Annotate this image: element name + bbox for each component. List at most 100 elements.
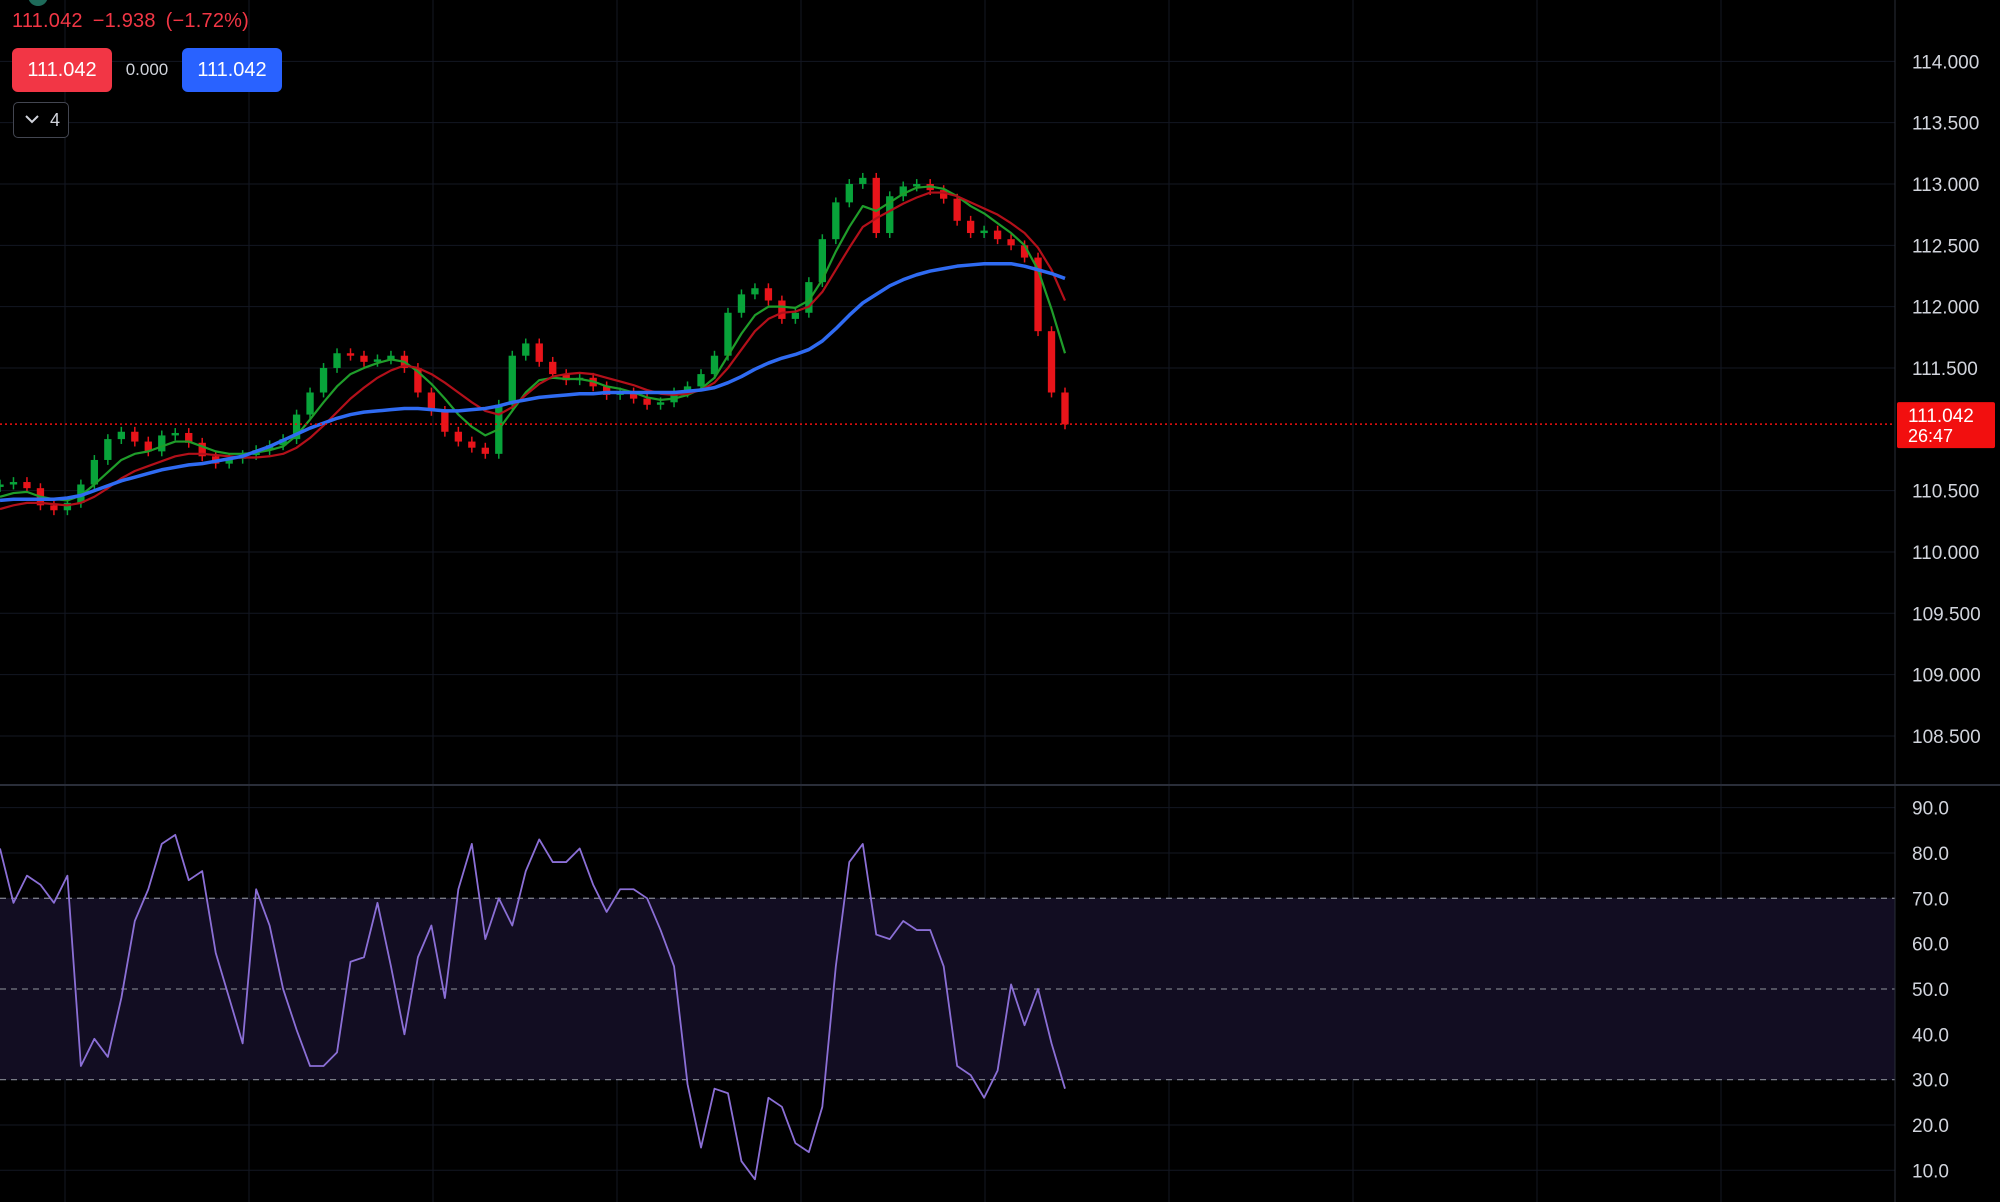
price-tick-label: 112.500 [1912,236,1979,257]
candle-body [1020,245,1029,258]
sell-button[interactable]: 111.042 [12,48,112,92]
candle-body [778,300,786,319]
rsi-tick-label: 70.0 [1912,889,1949,910]
candle-body [90,459,99,485]
price-tick-label: 109.500 [1912,604,1981,625]
candle-body [818,239,827,283]
candle-body [373,359,382,362]
candle-body [131,431,139,442]
candle-body [805,282,813,313]
price-tick-label: 108.500 [1912,727,1981,748]
candle-body [549,361,557,375]
price-tick-label: 113.000 [1912,175,1979,196]
candle-body [602,386,611,395]
price-tick-label: 112.000 [1912,298,1979,319]
candle-body [656,402,665,405]
rsi-tick-label: 60.0 [1912,935,1949,956]
price-tick-label: 111.500 [1912,359,1978,380]
rsi-tick-label: 90.0 [1912,799,1949,820]
candle-body [319,367,328,393]
candle-body [845,183,853,203]
candle-body [562,374,570,381]
candle-body [859,177,867,184]
candle-body [306,392,314,415]
candle-body [185,432,193,443]
candle-body [23,482,31,489]
price-tick-label: 110.500 [1912,482,1979,503]
candle-body [940,190,948,199]
rsi-tick-label: 20.0 [1912,1116,1949,1137]
rsi-tick-label: 80.0 [1912,844,1949,865]
candle-body [360,355,368,362]
candle-body [643,398,651,405]
candle-body [1047,331,1056,393]
rsi-line [0,833,1066,1181]
candle-body [1007,239,1015,246]
rsi-tick-label: 50.0 [1912,980,1949,1001]
last-price-value: 111.042 [1908,406,1974,427]
price-tick-label: 110.000 [1912,543,1979,564]
candle-body [63,502,72,511]
candle-body [1061,392,1069,425]
candle-body [966,220,975,234]
price-tick-label: 113.500 [1912,114,1979,135]
candle-body [764,288,773,301]
candle-body [50,505,58,511]
last-price-label [1897,402,1995,449]
candle-body [697,374,705,387]
candle-body [872,177,880,234]
chevron-down-icon [24,103,40,150]
header-change-pct: (−1.72%) [165,10,249,32]
candle-body [117,431,125,440]
candle-body [993,230,1002,240]
candle-body [953,198,961,221]
ma-blue-line [0,261,1066,503]
candle-body [629,392,638,399]
spread-value: 0.000 [125,60,169,79]
candle-body [886,196,894,234]
candle-body [9,482,18,485]
candle-body [0,484,4,487]
candle-body [899,186,907,197]
candle-body [791,312,800,319]
price-header: 111.042 −1.938 (−1.72%) [12,10,259,33]
candle-body [683,386,692,393]
candle-body [980,230,988,234]
candle-body [144,441,152,452]
candle-body [333,353,341,368]
ma-green-line [0,185,1067,502]
rsi-tick-label: 30.0 [1912,1071,1949,1092]
candle-body [535,343,543,362]
ma-red-line [0,191,1067,511]
candle-body [104,439,112,460]
price-tick-label: 109.000 [1912,666,1981,687]
candle-body [427,392,436,411]
candle-body [522,343,530,356]
candle-body [225,458,233,464]
status-dot [28,0,48,6]
candle-body [832,202,840,240]
candle-body [292,414,301,440]
candle-body [724,312,732,356]
candle-body [670,392,678,403]
indicator-count: 4 [50,110,61,130]
candle-body [441,410,449,432]
candle-body [737,294,746,313]
candle-body [387,355,395,360]
candle-countdown: 26:47 [1908,426,1953,446]
header-change: −1.938 [92,10,156,32]
candle-body [198,442,206,457]
header-price: 111.042 [12,10,83,32]
candle-body [1034,257,1042,332]
candle-body [414,367,422,393]
rsi-tick-label: 10.0 [1912,1161,1949,1182]
candle-body [468,441,476,448]
candle-body [158,435,166,452]
candle-body [913,183,921,187]
candle-body [481,447,489,454]
price-tick-label: 114.000 [1912,52,1979,73]
indicators-toggle-button[interactable]: 4 [13,102,69,138]
buy-button[interactable]: 111.042 [182,48,282,92]
rsi-tick-label: 40.0 [1912,1025,1949,1046]
